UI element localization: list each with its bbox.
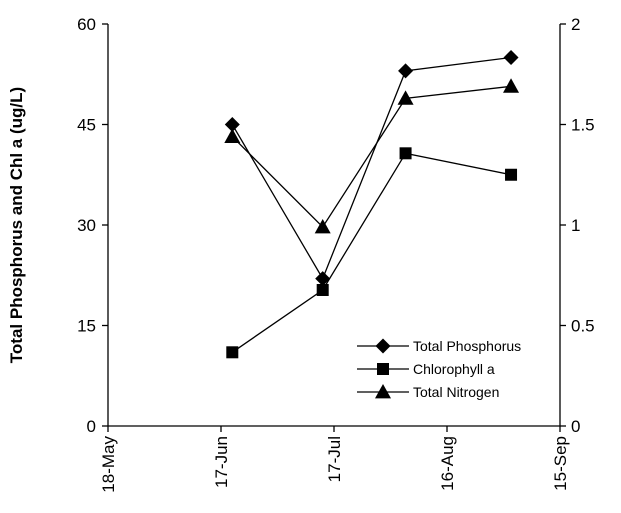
legend-item: Chlorophyll a	[357, 361, 495, 377]
y-tick-label-left: 0	[87, 417, 96, 436]
tick-labels: 0 15 30 45 60 0 0.5 1 1.5 2 18-May 17-Jun 17-Jul 16-A…	[77, 15, 595, 493]
y-tick-label-left: 45	[77, 116, 96, 135]
y-tick-label-left: 30	[77, 216, 96, 235]
y-tick-label-left: 60	[77, 15, 96, 34]
data-point	[398, 63, 414, 79]
series-chlorophyll-a	[226, 147, 518, 359]
x-tick-label: 16-Aug	[438, 436, 457, 491]
data-point	[503, 50, 519, 65]
legend-marker	[375, 338, 391, 354]
data-point	[314, 219, 331, 234]
data-point	[399, 147, 412, 160]
x-tick-label: 18-May	[99, 436, 118, 493]
legend-label: Total Nitrogen	[413, 384, 499, 400]
data-point	[224, 128, 241, 143]
y-axis-title: Total Phosphorus and Chl a (ug/L)	[7, 87, 26, 363]
axes	[102, 23, 566, 432]
series-line	[231, 152, 512, 353]
y-tick-label-left: 15	[77, 317, 96, 336]
y-tick-label-right: 1	[571, 216, 580, 235]
x-tick-label: 17-Jun	[212, 436, 231, 488]
legend-marker	[375, 384, 391, 399]
data-point	[505, 168, 518, 181]
series-group	[224, 50, 520, 359]
series-total-nitrogen	[224, 78, 520, 234]
legend-label: Total Phosphorus	[413, 338, 521, 354]
x-tick-label: 17-Jul	[325, 436, 344, 482]
legend-item: Total Phosphorus	[357, 338, 521, 354]
series-total-phosphorus	[224, 50, 519, 287]
legend-label: Chlorophyll a	[413, 361, 495, 377]
y-tick-label-right: 2	[571, 15, 580, 34]
series-line	[231, 56, 512, 281]
x-tick-label: 15-Sep	[551, 436, 570, 491]
data-point	[397, 90, 414, 105]
y-tick-label-right: 0.5	[571, 317, 595, 336]
data-point	[224, 117, 240, 132]
data-point	[226, 346, 239, 359]
legend: Total Phosphorus Chlorophyll a Total Nitro…	[357, 338, 521, 400]
data-point	[315, 271, 331, 287]
y-tick-label-right: 1.5	[571, 116, 595, 135]
series-line	[231, 85, 512, 229]
data-point	[503, 78, 520, 93]
legend-item: Total Nitrogen	[357, 384, 499, 400]
data-point	[316, 283, 329, 296]
legend-marker	[377, 363, 389, 375]
y-tick-label-right: 0	[571, 417, 580, 436]
